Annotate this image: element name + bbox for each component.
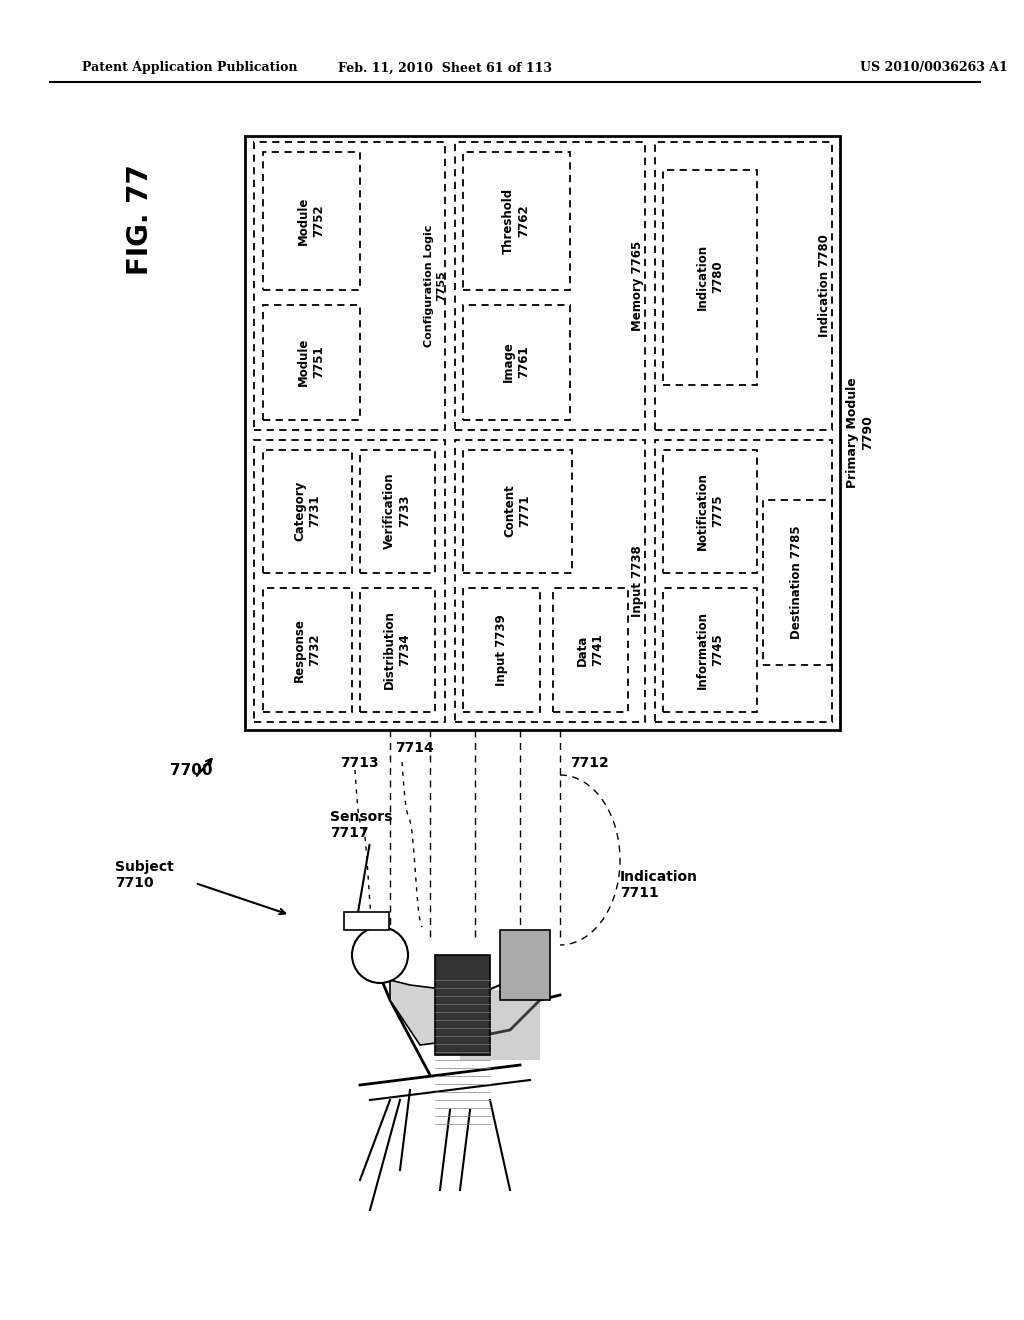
Text: Notification
7775: Notification 7775 (696, 473, 724, 550)
Text: Data
7741: Data 7741 (575, 634, 604, 667)
Text: Category
7731: Category 7731 (293, 480, 321, 541)
Text: Threshold
7762: Threshold 7762 (502, 187, 530, 253)
Text: Response
7732: Response 7732 (293, 618, 321, 682)
Text: 7714: 7714 (395, 741, 434, 755)
FancyBboxPatch shape (460, 990, 540, 1060)
Text: FIG. 77: FIG. 77 (126, 165, 154, 276)
Bar (263, 587, 352, 711)
Bar (663, 170, 757, 385)
Text: Feb. 11, 2010  Sheet 61 of 113: Feb. 11, 2010 Sheet 61 of 113 (338, 62, 552, 74)
Text: Verification
7733: Verification 7733 (383, 473, 411, 549)
Bar (254, 143, 445, 430)
Text: Module
7752: Module 7752 (297, 197, 325, 246)
Bar (553, 587, 628, 711)
Bar (463, 152, 570, 290)
Bar (360, 587, 435, 711)
FancyBboxPatch shape (500, 931, 550, 1001)
Text: Sensors
7717: Sensors 7717 (330, 810, 392, 841)
Bar (663, 450, 757, 573)
Text: Subject
7710: Subject 7710 (115, 861, 174, 890)
Bar (360, 450, 435, 573)
Text: Input 7739: Input 7739 (495, 614, 508, 686)
Bar (463, 450, 572, 573)
Polygon shape (390, 979, 465, 1045)
Bar (254, 440, 445, 722)
Text: Indication 7780: Indication 7780 (817, 235, 830, 338)
Text: Module
7751: Module 7751 (297, 338, 325, 387)
Text: US 2010/0036263 A1: US 2010/0036263 A1 (860, 62, 1008, 74)
Circle shape (352, 927, 408, 983)
Bar (655, 440, 831, 722)
Bar (763, 500, 831, 665)
Text: 7700: 7700 (170, 763, 213, 777)
Text: Information
7745: Information 7745 (696, 611, 724, 689)
Bar (263, 152, 360, 290)
Bar (463, 305, 570, 420)
Bar (263, 450, 352, 573)
Text: 7713: 7713 (340, 756, 379, 770)
Bar (455, 440, 645, 722)
Text: Content
7771: Content 7771 (503, 484, 531, 537)
Text: Indication
7711: Indication 7711 (620, 870, 698, 900)
Bar (463, 587, 540, 711)
Bar (663, 587, 757, 711)
Bar (655, 143, 831, 430)
Text: Destination 7785: Destination 7785 (791, 525, 804, 639)
Text: Image
7761: Image 7761 (502, 342, 530, 383)
Text: Primary Module
7790: Primary Module 7790 (846, 378, 874, 488)
Text: Indication
7780: Indication 7780 (696, 244, 724, 310)
Bar (245, 136, 840, 730)
Text: Distribution
7734: Distribution 7734 (383, 611, 411, 689)
Bar (263, 305, 360, 420)
Text: Input 7738: Input 7738 (631, 545, 643, 616)
Bar (455, 143, 645, 430)
Text: 7712: 7712 (570, 756, 608, 770)
Text: Configuration Logic
7755: Configuration Logic 7755 (424, 224, 445, 347)
Text: Patent Application Publication: Patent Application Publication (82, 62, 298, 74)
FancyBboxPatch shape (435, 954, 490, 1055)
FancyBboxPatch shape (344, 912, 389, 931)
Text: Memory 7765: Memory 7765 (631, 240, 643, 331)
